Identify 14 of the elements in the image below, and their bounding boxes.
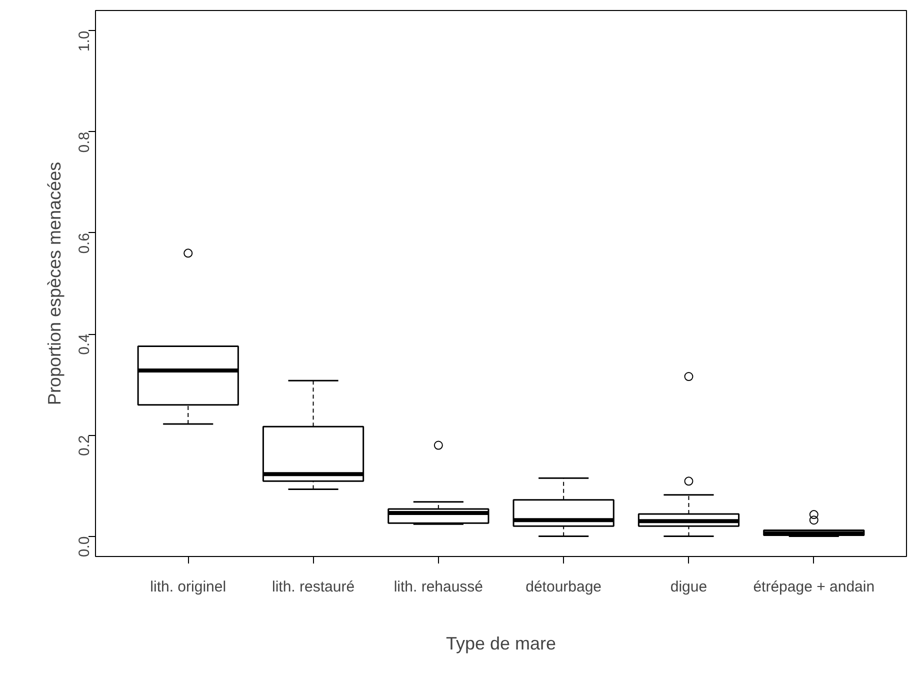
x-tick-label: lith. restauré — [272, 578, 355, 596]
y-tick-label: 0.4 — [76, 334, 93, 355]
x-tick-label: lith. rehaussé — [394, 578, 484, 596]
y-tick-label: 0.8 — [76, 132, 93, 153]
y-axis-title: Proportion espèces menacées — [44, 162, 64, 406]
x-tick-label: détourbage — [526, 578, 602, 596]
x-axis-title: Type de mare — [446, 634, 556, 654]
y-tick-label: 0.6 — [76, 232, 93, 254]
y-tick-label: 1.0 — [76, 30, 93, 52]
x-tick-label: étrépage + andain — [753, 578, 875, 596]
y-tick-label: 0.2 — [76, 435, 93, 456]
x-tick-label: digue — [670, 578, 708, 596]
y-tick-label: 0.0 — [76, 536, 93, 558]
x-tick-label: lith. originel — [150, 578, 226, 596]
